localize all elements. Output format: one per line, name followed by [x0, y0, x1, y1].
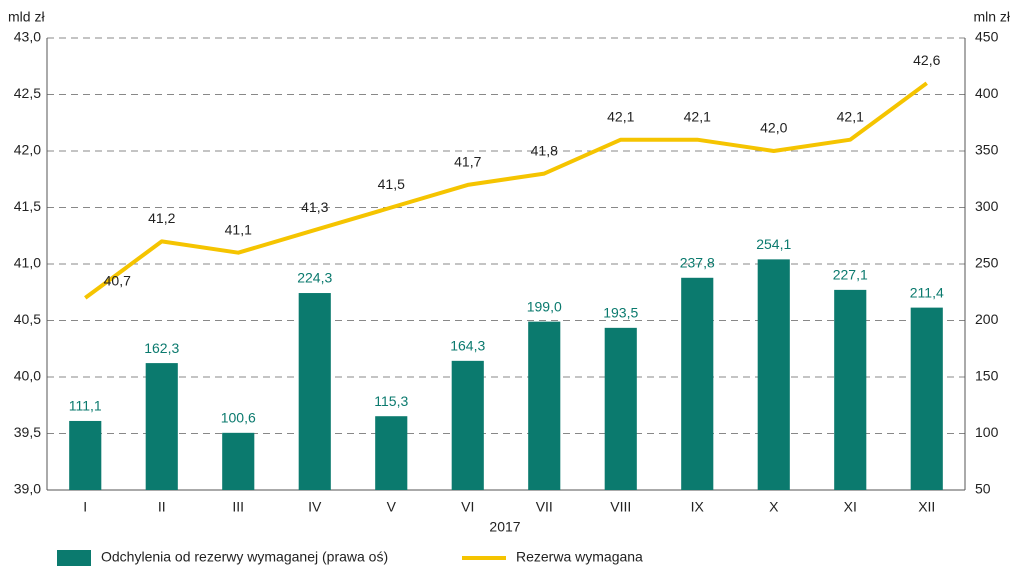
legend-label: Odchylenia od rezerwy wymaganej (prawa o…: [101, 549, 388, 565]
y2-tick-label: 50: [975, 481, 991, 497]
bar-value-label: 115,3: [374, 393, 408, 409]
bar: [298, 293, 331, 490]
bar: [604, 327, 637, 490]
bar: [834, 289, 867, 490]
bar: [145, 363, 178, 490]
bar: [451, 360, 484, 490]
y-tick-label: 40,0: [14, 368, 41, 384]
line-value-label: 41,7: [454, 154, 481, 170]
y2-tick-label: 200: [975, 311, 999, 327]
y-tick-label: 41,5: [14, 198, 41, 214]
y-tick-label: 39,0: [14, 481, 41, 497]
bar-value-label: 211,4: [910, 284, 944, 300]
bar: [222, 432, 255, 490]
x-tick-label: VI: [461, 499, 474, 515]
y-tick-label: 40,5: [14, 311, 41, 327]
x-tick-label: V: [387, 499, 397, 515]
bar-value-label: 199,0: [527, 298, 562, 314]
bar-value-label: 111,1: [69, 398, 102, 414]
y-tick-label: 43,0: [14, 29, 41, 45]
y2-axis-label: mln zł: [973, 9, 1010, 25]
bar: [757, 259, 790, 490]
x-tick-label: VII: [536, 499, 553, 515]
bar-value-label: 100,6: [221, 410, 256, 426]
bar-value-label: 254,1: [756, 236, 791, 252]
y2-tick-label: 250: [975, 255, 999, 271]
line-value-label: 40,7: [104, 273, 131, 289]
line-value-label: 42,1: [607, 108, 634, 124]
x-tick-label: III: [232, 499, 244, 515]
legend-swatch: [57, 550, 91, 566]
y-axis-label: mld zł: [8, 9, 45, 25]
bar-value-label: 162,3: [144, 340, 179, 356]
line-value-label: 41,2: [148, 210, 175, 226]
x-tick-label: I: [83, 499, 87, 515]
legend-label: Rezerwa wymagana: [516, 549, 643, 565]
bar: [528, 321, 561, 490]
bar-value-label: 193,5: [603, 305, 638, 321]
bar-value-label: 237,8: [680, 254, 715, 270]
line-value-label: 42,1: [837, 108, 864, 124]
line-value-label: 42,0: [760, 120, 787, 136]
line-value-label: 42,6: [913, 52, 940, 68]
y-tick-label: 39,5: [14, 424, 41, 440]
bar-value-label: 227,1: [833, 267, 868, 283]
x-tick-label: XII: [918, 499, 935, 515]
bar-value-label: 224,3: [297, 270, 332, 286]
line-value-label: 41,1: [225, 221, 252, 237]
bar-value-label: 164,3: [450, 338, 485, 354]
x-tick-label: XI: [844, 499, 857, 515]
y2-tick-label: 400: [975, 85, 999, 101]
line: [84, 81, 928, 300]
y2-tick-label: 150: [975, 368, 999, 384]
x-tick-label: II: [158, 499, 166, 515]
line-value-label: 41,5: [378, 176, 405, 192]
bar: [69, 420, 102, 490]
y2-tick-label: 300: [975, 198, 999, 214]
y-tick-label: 42,5: [14, 85, 41, 101]
y2-tick-label: 350: [975, 142, 999, 158]
x-tick-label: X: [769, 499, 779, 515]
y2-tick-label: 450: [975, 29, 999, 45]
bar: [375, 416, 408, 490]
line-value-label: 41,8: [531, 142, 558, 158]
x-axis-label: 2017: [489, 519, 520, 535]
x-tick-label: IV: [308, 499, 322, 515]
y2-tick-label: 100: [975, 424, 999, 440]
x-tick-label: IX: [691, 499, 705, 515]
y-tick-label: 42,0: [14, 142, 41, 158]
bar: [681, 277, 714, 490]
line-value-label: 42,1: [684, 108, 711, 124]
y-tick-label: 41,0: [14, 255, 41, 271]
x-tick-label: VIII: [610, 499, 631, 515]
line-value-label: 41,3: [301, 199, 328, 215]
bar: [910, 307, 943, 490]
